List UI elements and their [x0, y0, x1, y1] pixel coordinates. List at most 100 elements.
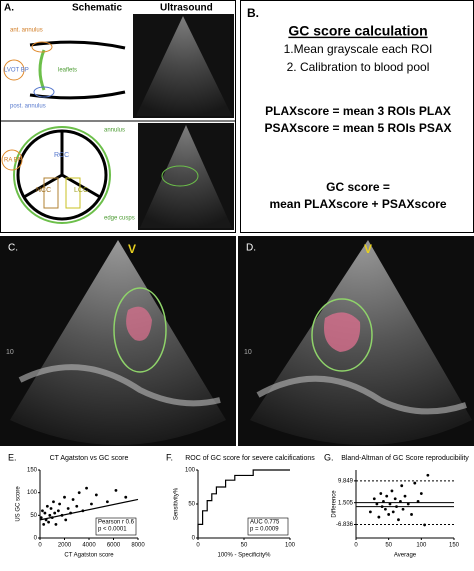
roi [161, 165, 199, 187]
step: 1.Mean grayscale each ROI [284, 42, 433, 56]
panel-label: C. [8, 243, 18, 254]
point [64, 518, 68, 522]
point [387, 513, 391, 516]
roi [113, 287, 167, 373]
y-tick-label: -6.836 [336, 522, 354, 528]
point [124, 495, 128, 499]
commissures [23, 131, 101, 199]
point [377, 515, 381, 519]
ultrasound-fan [140, 125, 232, 228]
point [391, 510, 395, 514]
step: 2. Calibration to blood pool [287, 60, 430, 74]
roi [3, 59, 25, 81]
point [54, 523, 58, 526]
panel-c: C. V 10 [0, 236, 236, 446]
roi [31, 41, 53, 53]
chart-title: CT Agatston vs GC score [50, 455, 129, 462]
view-marker: V [128, 242, 136, 256]
point [382, 499, 385, 503]
x-tick-label: 0 [196, 543, 200, 549]
ultrasound-fan [136, 16, 232, 116]
point [410, 513, 413, 516]
point [403, 494, 407, 498]
point [90, 502, 93, 506]
x-tick-label: 50 [385, 543, 392, 549]
x-tick-label: 100 [416, 543, 427, 549]
point [372, 497, 376, 501]
roi [1, 149, 23, 171]
y-tick-label: 50 [30, 513, 37, 519]
point [47, 520, 50, 524]
view-marker: V [364, 242, 372, 256]
x-tick-label: 50 [241, 543, 248, 549]
depth-mark: 10 [6, 349, 14, 356]
point [419, 492, 423, 495]
roi [43, 177, 59, 209]
point [413, 481, 417, 485]
panel-a: A. Schematic Ultrasound ant. annulus LVO… [0, 0, 236, 233]
x-tick-label: 0 [354, 543, 358, 549]
panel-label: F. [166, 452, 173, 462]
point [105, 500, 109, 504]
result: mean PLAXscore + PSAXscore [269, 197, 446, 211]
point [380, 505, 384, 509]
point [395, 505, 398, 509]
x-tick-label: 2000 [58, 543, 72, 549]
point [426, 473, 430, 477]
point [45, 504, 49, 508]
point [52, 500, 55, 504]
y-axis-label: US GC score [16, 486, 22, 522]
point [385, 494, 389, 498]
point [379, 492, 383, 495]
point [94, 493, 98, 497]
x-axis-label: Average [394, 553, 417, 559]
annotation-box [95, 517, 137, 536]
point [401, 507, 405, 511]
point [390, 489, 394, 493]
label: post. annulus [10, 104, 46, 110]
label: RA BP [4, 158, 22, 164]
panel-label: G. [324, 452, 334, 462]
panel-b: B. GC score calculation 1.Mean grayscale… [240, 0, 474, 233]
annulus [13, 126, 111, 224]
heading: Ultrasound [160, 3, 213, 14]
label: LVOT BP [4, 68, 29, 74]
annotation: Pearson r 0.6 [98, 520, 135, 526]
x-axis-label: CT Agatston score [64, 553, 114, 559]
point [58, 502, 61, 506]
point [423, 523, 426, 527]
formula: PLAXscore = mean 3 ROIs PLAX [265, 104, 451, 118]
tissue [256, 375, 467, 415]
y-axis-label: Difference [332, 490, 338, 518]
y-tick-label: 9.849 [338, 478, 354, 484]
annotation-box [247, 517, 289, 536]
point [66, 507, 70, 510]
x-tick-label: 4000 [82, 543, 96, 549]
point [56, 509, 60, 513]
y-tick-label: 100 [27, 490, 38, 496]
point [368, 510, 372, 514]
x-tick-label: 8000 [131, 543, 145, 549]
y-tick-label: 0 [34, 536, 38, 542]
roi [311, 298, 373, 372]
point [77, 491, 81, 495]
panel-label: E. [8, 452, 17, 462]
x-tick-label: 0 [38, 543, 42, 549]
calcification [324, 312, 361, 352]
point [71, 498, 75, 501]
ultrasound-fan [10, 240, 226, 445]
roi [65, 177, 81, 209]
point [39, 516, 43, 519]
point [416, 499, 420, 503]
panel-label: D. [246, 243, 256, 254]
point [384, 507, 387, 511]
y-tick-label: 50 [188, 502, 195, 508]
formula: PSAXscore = mean 5 ROIs PSAX [264, 121, 451, 135]
heading: GC score calculation [288, 23, 427, 39]
point [63, 495, 66, 499]
point [75, 504, 79, 508]
point [406, 502, 410, 506]
point [53, 511, 57, 515]
label: edge cusps [104, 216, 135, 222]
x-tick-label: 150 [449, 543, 460, 549]
